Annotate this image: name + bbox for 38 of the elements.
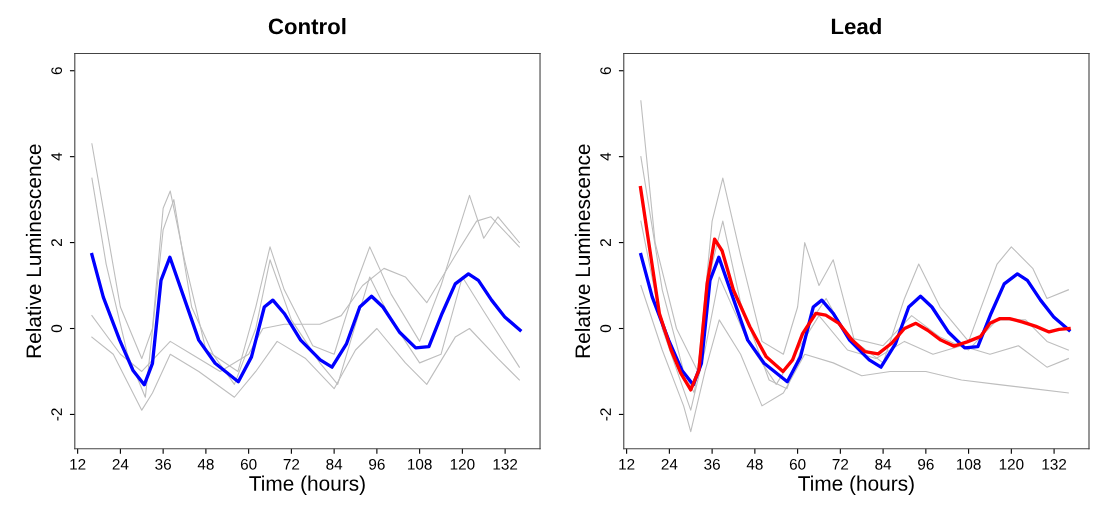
x-tick-label: 132 [1042, 458, 1067, 470]
x-tick-label: 72 [283, 458, 300, 470]
x-tick-label: 60 [789, 458, 806, 470]
x-tick-label: 120 [450, 458, 475, 470]
x-tick-label: 24 [661, 458, 678, 470]
y-tick-label: 2 [51, 239, 62, 247]
x-tick-label: 120 [999, 458, 1024, 470]
x-tick-label: 60 [240, 458, 257, 470]
x-tick-label: 96 [369, 458, 385, 470]
y-tick-label: 2 [600, 239, 611, 247]
y-tick-label: 0 [600, 324, 612, 333]
x-tick-label: 48 [197, 458, 214, 470]
y-axis-title: Relative Luminescence [25, 144, 42, 358]
x-tick-label: 108 [957, 458, 981, 470]
x-tick-label: 96 [918, 458, 934, 470]
x-tick-label: 36 [704, 458, 720, 470]
x-tick-label: 84 [875, 458, 892, 470]
x-tick-label: 132 [493, 458, 518, 470]
y-tick-label: 6 [600, 67, 612, 75]
x-tick-label: 48 [746, 458, 763, 470]
x-tick-label: 84 [326, 458, 343, 470]
y-tick-label: 6 [51, 67, 63, 75]
y-tick-label: -2 [600, 408, 611, 421]
x-axis-title: Time (hours) [249, 475, 365, 495]
chart-title: Lead [831, 18, 881, 35]
x-tick-label: 12 [619, 458, 635, 470]
x-tick-label: 72 [832, 458, 849, 470]
x-tick-label: 24 [112, 458, 129, 470]
x-axis-title: Time (hours) [798, 475, 914, 495]
y-tick-label: 4 [51, 152, 62, 161]
y-axis-title: Relative Luminescence [574, 144, 591, 358]
x-tick-label: 36 [155, 458, 171, 470]
x-tick-label: 108 [408, 458, 432, 470]
y-tick-label: 4 [600, 152, 611, 161]
x-tick-label: 12 [70, 458, 86, 470]
y-tick-label: 0 [51, 324, 63, 333]
chart-title: Control [268, 18, 346, 35]
y-tick-label: -2 [51, 408, 62, 421]
